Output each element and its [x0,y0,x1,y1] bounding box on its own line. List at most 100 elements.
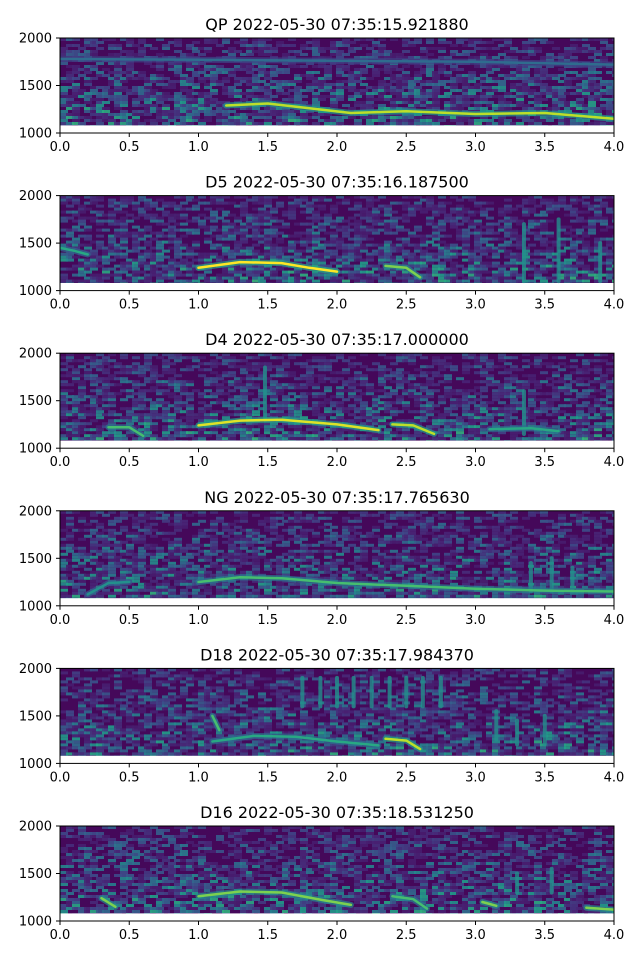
spectrogram-ridge [384,737,422,751]
spectrogram-ridge [60,246,89,256]
panel-title: QP 2022-05-30 07:35:15.921880 [205,15,468,34]
spectrogram-image [60,38,614,133]
x-tick-label: 0.5 [119,140,140,155]
x-tick-label: 2.0 [327,298,348,313]
spectrogram-panel: D5 2022-05-30 07:35:16.187500 0.0 0.5 1.0 1.… [19,173,624,313]
x-tick-label: 2.0 [327,928,348,943]
x-tick-label: 0.0 [50,140,71,155]
x-tick-label: 3.0 [465,613,486,628]
spectrogram-image [60,353,614,449]
spectrogram-ridge [197,260,339,273]
x-tick-label: 0.5 [119,770,140,785]
spectrogram-panel: D16 2022-05-30 07:35:18.531250 0.0 0.5 1.0 1… [19,803,624,943]
x-tick-label: 0.5 [119,928,140,943]
y-tick-label: 1500 [19,552,52,567]
spectrogram-ridge [197,418,380,432]
x-tick-label: 0.0 [50,613,71,628]
y-tick-label: 1500 [19,867,52,882]
x-tick-label: 1.5 [257,613,278,628]
x-tick-label: 3.5 [534,770,555,785]
x-tick-label: 2.0 [327,455,348,470]
x-tick-label: 4.0 [604,770,625,785]
x-tick-label: 2.5 [396,613,417,628]
y-tick-label: 2000 [19,32,52,47]
x-tick-label: 0.5 [119,298,140,313]
x-tick-label: 1.0 [188,770,209,785]
x-tick-label: 2.5 [396,455,417,470]
spectrogram-ridge [197,576,614,593]
x-tick-label: 1.0 [188,140,209,155]
x-tick-label: 1.0 [188,455,209,470]
y-tick-label: 2000 [19,820,52,835]
x-tick-label: 0.5 [119,455,140,470]
x-tick-label: 3.5 [534,613,555,628]
spectrogram-ridge [211,734,380,747]
x-tick-label: 3.0 [465,928,486,943]
x-tick-label: 2.5 [396,140,417,155]
y-tick-label: 1500 [19,237,52,252]
x-tick-label: 3.5 [534,928,555,943]
spectrogram-ridge [585,906,614,911]
spectrogram-ridge [488,427,560,433]
spectrogram-image [60,510,614,606]
y-tick-label: 1500 [19,709,52,724]
x-tick-label: 3.5 [534,298,555,313]
panel-title: D5 2022-05-30 07:35:16.187500 [205,173,469,192]
x-tick-label: 2.0 [327,140,348,155]
x-tick-label: 2.0 [327,770,348,785]
spectrogram-ridge [100,896,117,909]
y-tick-label: 1000 [19,757,52,772]
x-tick-label: 1.0 [188,928,209,943]
spectrogram-image [60,668,614,764]
spectrogram-panel: NG 2022-05-30 07:35:17.765630 0.0 0.5 1.0 1.… [19,488,624,628]
x-tick-label: 1.5 [257,140,278,155]
y-tick-label: 1000 [19,442,52,457]
spectrogram-ridge [224,102,614,121]
panel-title: D16 2022-05-30 07:35:18.531250 [200,803,474,822]
x-tick-label: 4.0 [604,455,625,470]
spectrogram-ridge [211,714,221,732]
x-tick-label: 3.0 [465,298,486,313]
spectrogram-ridge [481,900,498,908]
x-tick-label: 2.5 [396,770,417,785]
x-tick-label: 1.5 [257,455,278,470]
spectrogram-ridge [60,57,614,66]
x-tick-label: 1.5 [257,928,278,943]
spectrogram-image [60,195,614,291]
y-tick-label: 2000 [19,504,52,519]
y-tick-label: 1500 [19,79,52,94]
x-tick-label: 0.0 [50,455,71,470]
x-tick-label: 4.0 [604,298,625,313]
x-tick-label: 2.0 [327,613,348,628]
x-tick-label: 3.0 [465,770,486,785]
y-tick-label: 1000 [19,284,52,299]
spectrogram-ridge [391,895,429,910]
x-tick-label: 1.5 [257,298,278,313]
x-tick-label: 1.5 [257,770,278,785]
x-tick-label: 3.0 [465,455,486,470]
x-tick-label: 2.5 [396,928,417,943]
x-tick-label: 3.0 [465,140,486,155]
x-tick-label: 2.5 [396,298,417,313]
spectrogram-ridge [107,426,145,438]
spectrogram-image [60,826,614,921]
spectrogram-ridge [86,580,131,596]
panel-title: D4 2022-05-30 07:35:17.000000 [205,330,469,349]
y-tick-label: 2000 [19,662,52,677]
y-tick-label: 1000 [19,127,52,142]
x-tick-label: 0.5 [119,613,140,628]
spectrogram-panel: D18 2022-05-30 07:35:17.984370 0.0 0.5 1.0 1… [19,645,624,785]
spectrogram-panel: D4 2022-05-30 07:35:17.000000 0.0 0.5 1.0 1.… [19,330,624,470]
y-tick-label: 1000 [19,599,52,614]
x-tick-label: 3.5 [534,140,555,155]
x-tick-label: 0.0 [50,770,71,785]
x-tick-label: 1.0 [188,613,209,628]
y-tick-label: 1000 [19,915,52,930]
spectrogram-ridge [197,890,353,907]
x-tick-label: 4.0 [604,928,625,943]
x-tick-label: 0.0 [50,928,71,943]
y-tick-label: 1500 [19,394,52,409]
panel-title: D18 2022-05-30 07:35:17.984370 [200,645,474,664]
spectrogram-panel: QP 2022-05-30 07:35:15.921880 0.0 0.5 1.0 1.… [19,15,624,155]
